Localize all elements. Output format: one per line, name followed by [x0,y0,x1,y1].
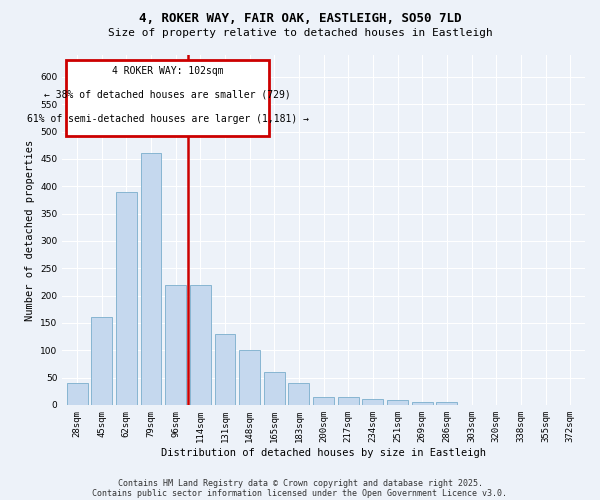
Bar [436,402,457,405]
Bar [338,396,359,405]
Text: 61% of semi-detached houses are larger (1,181) →: 61% of semi-detached houses are larger (… [26,114,308,124]
Bar [91,318,112,405]
Bar [387,400,408,405]
Bar [362,400,383,405]
Bar [239,350,260,405]
Text: ← 38% of detached houses are smaller (729): ← 38% of detached houses are smaller (72… [44,90,291,100]
Text: 4, ROKER WAY, FAIR OAK, EASTLEIGH, SO50 7LD: 4, ROKER WAY, FAIR OAK, EASTLEIGH, SO50 … [139,12,461,26]
Bar [67,383,88,405]
Bar [264,372,285,405]
Bar [116,192,137,405]
Bar [66,60,269,136]
Text: Contains HM Land Registry data © Crown copyright and database right 2025.: Contains HM Land Registry data © Crown c… [118,478,482,488]
Bar [289,383,310,405]
Bar [165,284,186,405]
Bar [190,284,211,405]
Bar [215,334,235,405]
Text: Size of property relative to detached houses in Eastleigh: Size of property relative to detached ho… [107,28,493,38]
Bar [313,396,334,405]
Text: 4 ROKER WAY: 102sqm: 4 ROKER WAY: 102sqm [112,66,223,76]
Bar [412,402,433,405]
X-axis label: Distribution of detached houses by size in Eastleigh: Distribution of detached houses by size … [161,448,486,458]
Y-axis label: Number of detached properties: Number of detached properties [25,140,35,320]
Bar [140,154,161,405]
Text: Contains public sector information licensed under the Open Government Licence v3: Contains public sector information licen… [92,488,508,498]
